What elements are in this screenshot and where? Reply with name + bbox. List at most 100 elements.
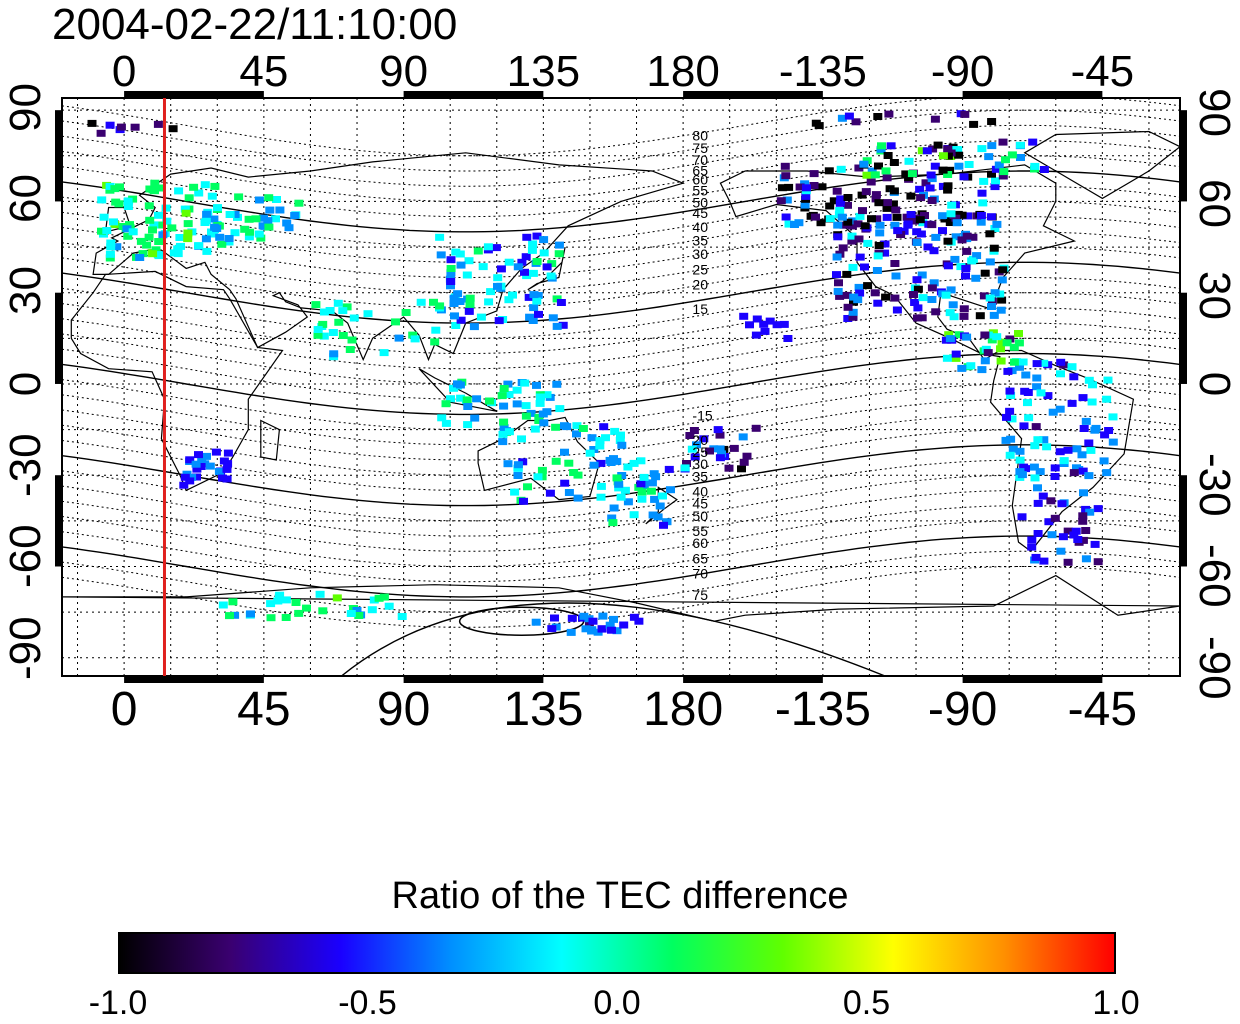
- contour-label: 45: [692, 205, 708, 221]
- tec-data-pixel: [848, 263, 858, 271]
- tec-data-pixel: [123, 197, 133, 205]
- tec-data-pixel: [848, 308, 858, 316]
- tec-data-pixel: [116, 123, 126, 131]
- tec-data-pixel: [994, 161, 1004, 169]
- tec-data-pixel: [1020, 387, 1030, 395]
- tec-data-pixel: [1033, 499, 1043, 507]
- map-frame: [61, 97, 1181, 677]
- colorbar-title: Ratio of the TEC difference: [391, 875, 849, 917]
- tec-data-pixel: [843, 201, 852, 209]
- tec-data-pixel: [945, 166, 955, 174]
- tec-data-pixel: [275, 206, 285, 214]
- tec-data-pixel: [463, 403, 473, 410]
- tec-data-pixel: [585, 449, 595, 457]
- tec-data-pixel: [987, 118, 997, 125]
- contour-label: 55: [692, 182, 708, 198]
- tec-data-pixel: [1048, 408, 1058, 416]
- tec-data-pixel: [867, 215, 876, 223]
- tec-data-pixel: [962, 247, 972, 255]
- tec-data-pixel: [290, 212, 300, 219]
- contour-label: 20: [692, 432, 708, 448]
- tec-data-pixel: [964, 161, 974, 168]
- tec-data-pixel: [883, 199, 892, 207]
- contour-label: -15: [692, 407, 712, 423]
- tec-data-pixel: [497, 392, 507, 400]
- tec-data-pixel: [989, 311, 999, 319]
- tec-data-pixel: [783, 335, 793, 342]
- tec-data-pixel: [179, 481, 189, 489]
- tec-data-pixel: [106, 239, 116, 247]
- tec-data-pixel: [503, 380, 513, 388]
- tec-data-pixel: [319, 332, 329, 340]
- tec-data-pixel: [284, 224, 294, 232]
- tec-data-pixel: [929, 247, 939, 255]
- tec-data-pixel: [614, 484, 624, 492]
- tec-data-pixel: [185, 456, 195, 464]
- tec-data-pixel: [105, 121, 115, 129]
- tec-data-pixel: [634, 483, 644, 491]
- tec-data-pixel: [957, 364, 967, 372]
- tec-data-pixel: [338, 332, 348, 339]
- tec-data-pixel: [123, 203, 133, 210]
- tec-data-pixel: [1033, 530, 1043, 537]
- tec-data-pixel: [883, 152, 893, 159]
- tec-data-pixel: [863, 282, 873, 290]
- tec-data-pixel: [689, 427, 699, 434]
- contour-labels: 8075706560555045403530252015-15202530354…: [692, 128, 712, 603]
- tec-data-pixel: [921, 179, 931, 187]
- tec-data-pixel: [966, 362, 976, 370]
- tec-data-pixels: [87, 110, 1118, 636]
- left-lat-tick-label: -30: [1, 433, 50, 498]
- tec-data-pixel: [484, 298, 494, 306]
- tec-data-pixel: [915, 216, 925, 224]
- tec-data-pixel: [801, 192, 811, 200]
- tec-data-pixel: [612, 457, 622, 465]
- tec-data-pixel: [294, 199, 304, 207]
- tec-data-pixel: [469, 323, 479, 331]
- tec-data-pixel: [1001, 436, 1011, 444]
- tec-data-pixel: [637, 488, 647, 496]
- tec-data-pixel: [1050, 514, 1060, 522]
- tec-data-pixel: [1067, 399, 1077, 407]
- tec-data-pixel: [346, 610, 356, 617]
- tec-data-pixel: [210, 182, 220, 190]
- tec-data-pixel: [957, 236, 967, 244]
- tec-data-pixel: [875, 229, 885, 237]
- right-lat-tick-label: 60: [1190, 179, 1239, 229]
- tec-data-pixel: [938, 182, 948, 190]
- tec-data-pixel: [926, 171, 936, 179]
- right-lat-tick-label: 0: [1190, 371, 1239, 397]
- tec-data-pixel: [739, 312, 749, 320]
- tec-data-pixel: [971, 274, 981, 282]
- tec-data-pixel: [462, 271, 472, 279]
- tec-data-pixel: [759, 320, 769, 328]
- tec-data-pixel: [201, 235, 211, 243]
- tec-data-pixel: [532, 258, 542, 265]
- tec-data-pixel: [517, 435, 526, 443]
- tec-data-pixel: [682, 460, 691, 467]
- tec-data-pixel: [1008, 445, 1018, 453]
- tec-data-pixel: [1100, 431, 1110, 439]
- tec-data-pixel: [925, 184, 935, 192]
- tec-data-pixel: [174, 187, 184, 195]
- tec-data-pixel: [1093, 558, 1103, 566]
- tec-data-pixel: [960, 110, 970, 118]
- tec-data-pixel: [536, 393, 545, 401]
- tec-data-pixel: [889, 159, 899, 166]
- contour-label: 60: [692, 172, 708, 188]
- tec-data-pixel: [1014, 330, 1023, 337]
- tec-data-pixel: [942, 354, 952, 362]
- tec-data-pixel: [996, 345, 1005, 353]
- tec-data-pixel: [154, 221, 164, 229]
- tec-data-pixel: [588, 617, 598, 625]
- tec-data-pixel: [1003, 367, 1013, 375]
- tec-data-pixel: [1088, 381, 1097, 389]
- left-tick-bar: [55, 292, 62, 384]
- tec-data-pixel: [192, 465, 202, 473]
- tec-data-pixel: [962, 232, 972, 240]
- tec-data-pixel: [992, 333, 1002, 341]
- tec-data-pixel: [150, 179, 160, 187]
- tec-data-pixel: [520, 379, 530, 387]
- tec-data-pixel: [531, 618, 541, 626]
- tec-data-pixel: [532, 232, 542, 240]
